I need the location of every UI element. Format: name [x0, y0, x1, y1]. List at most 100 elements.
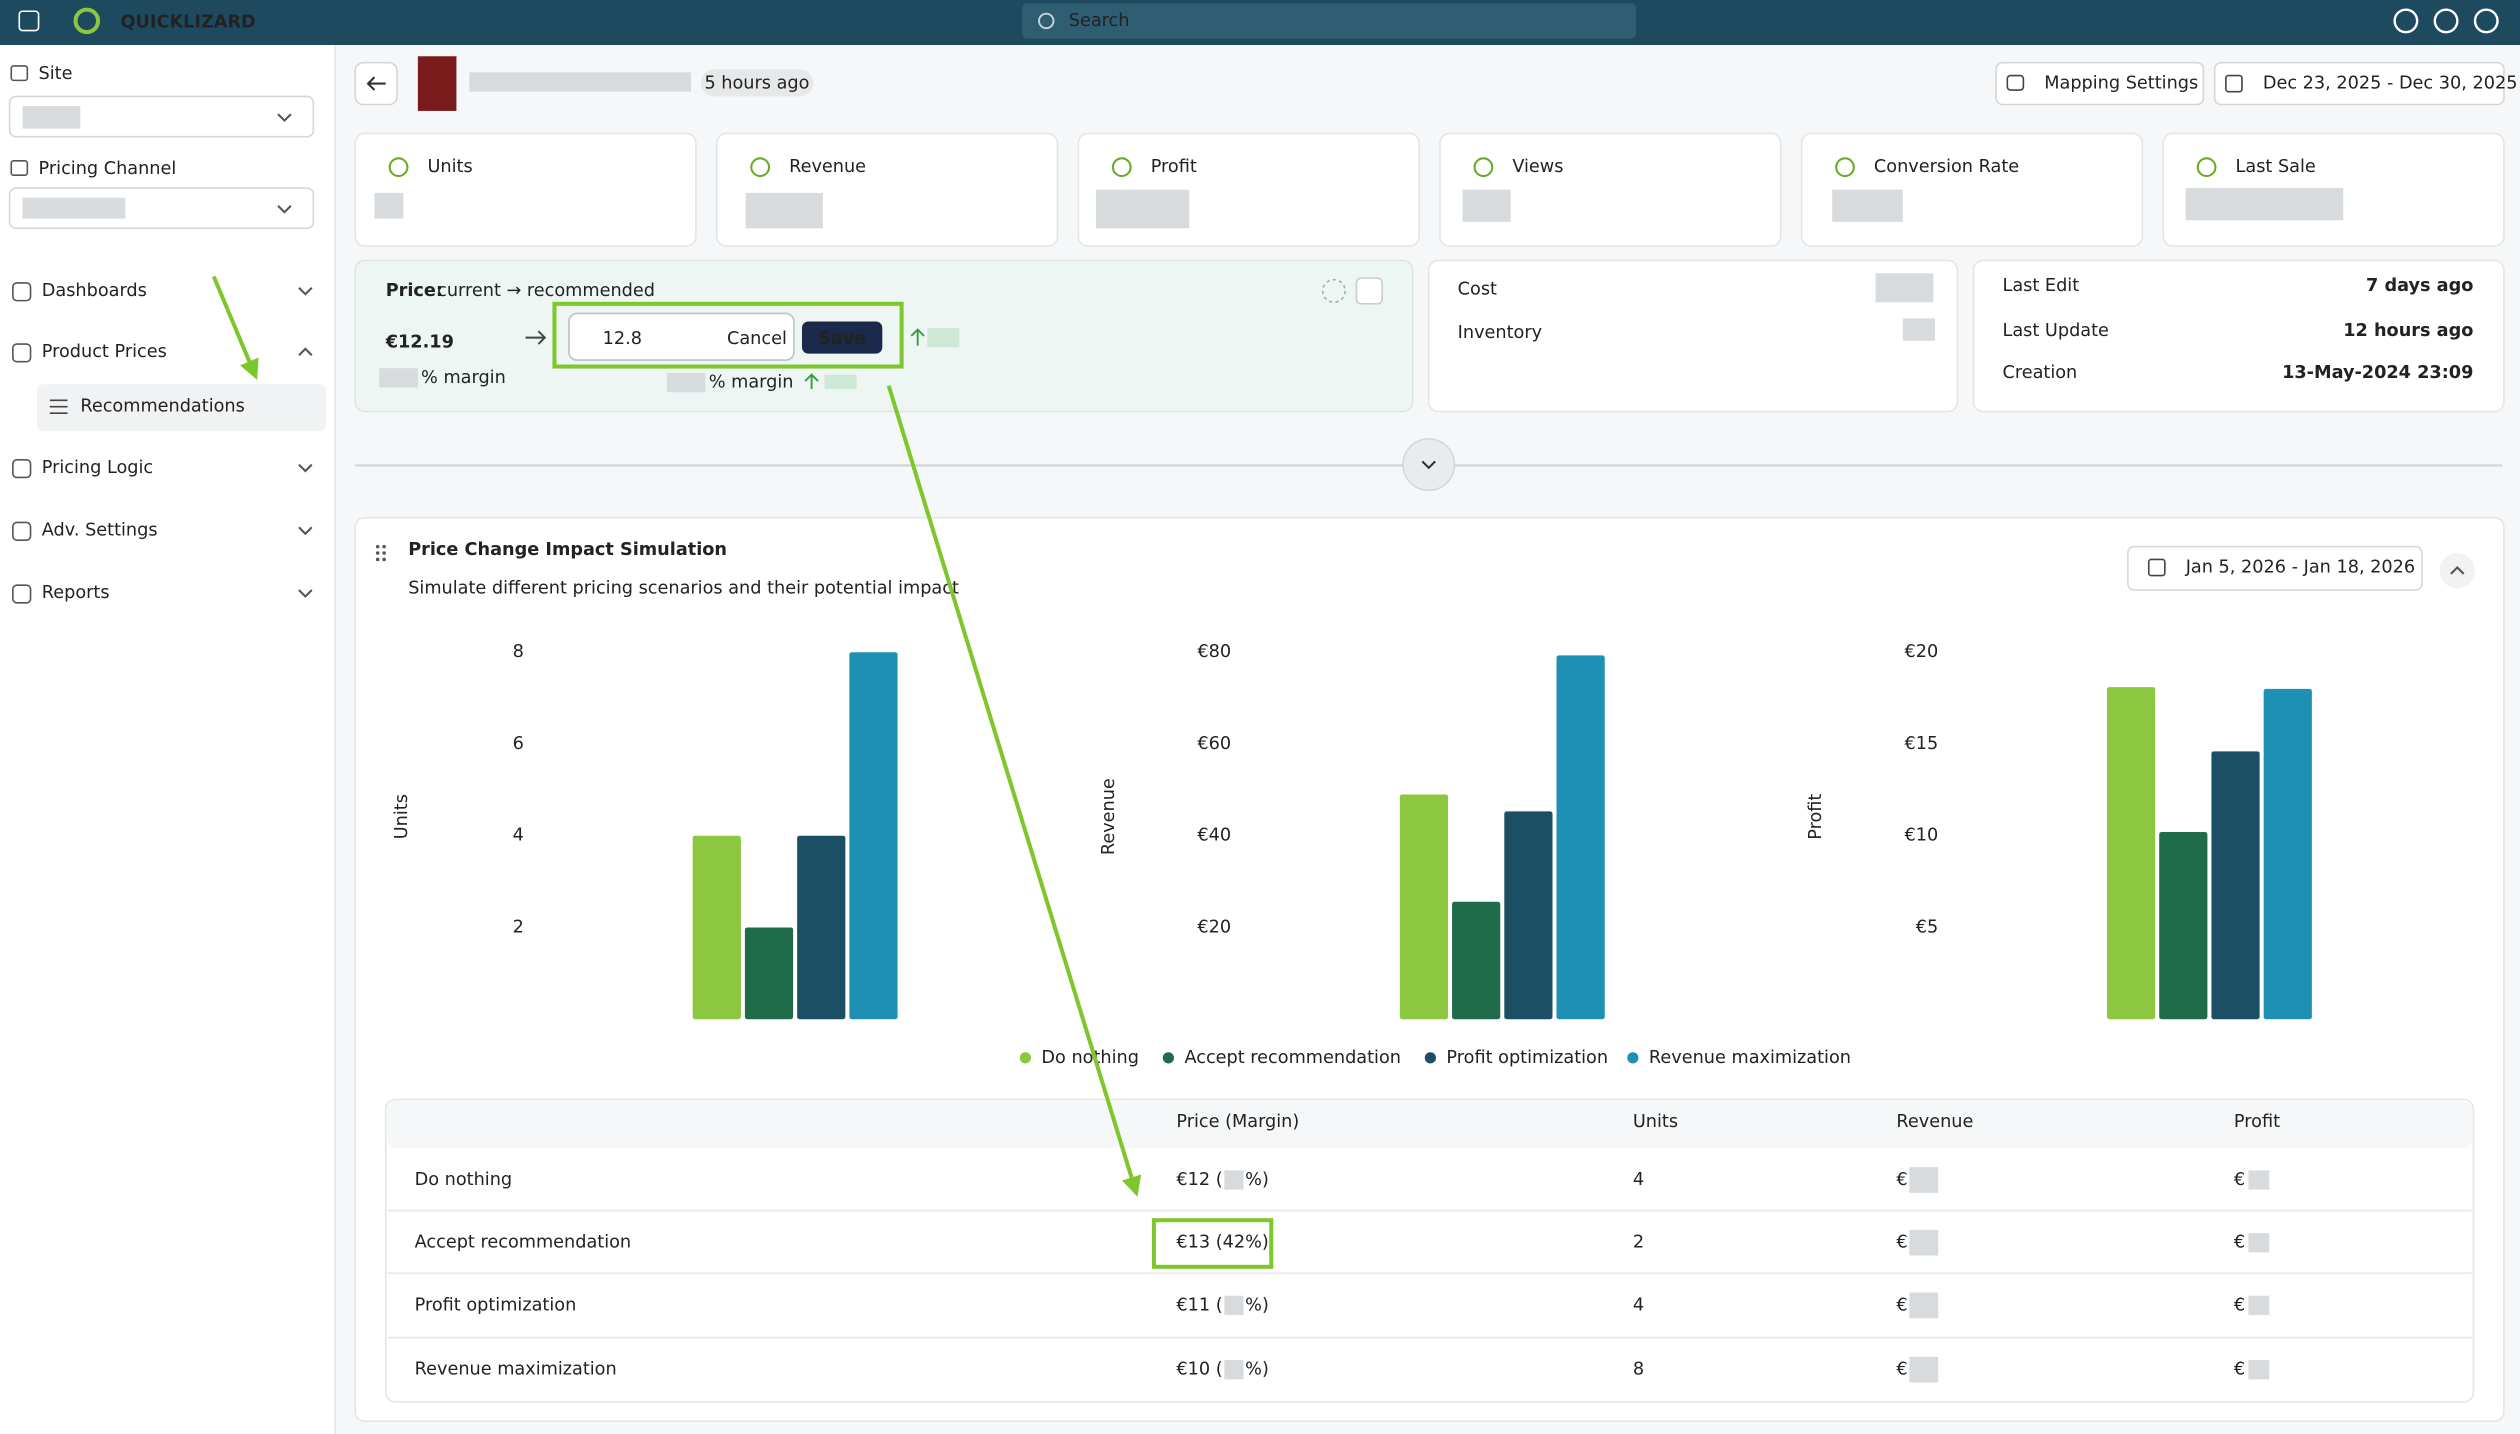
- legend-label[interactable]: Revenue maximization: [1649, 1048, 1851, 1068]
- price-cell: €13 (42%): [1176, 1233, 1268, 1253]
- sidebar-toggle[interactable]: [18, 10, 40, 32]
- cost-row-label: Cost: [1458, 279, 1497, 299]
- save-label[interactable]: Save: [818, 329, 866, 349]
- legend-swatch: [1627, 1052, 1639, 1064]
- date-row-label: Last Update: [2003, 321, 2109, 341]
- kpi-icon: [1835, 157, 1855, 178]
- y-axis-label: Profit: [1806, 794, 1826, 840]
- redacted: [1224, 1295, 1244, 1316]
- nav-icon: [12, 343, 32, 363]
- nav-item[interactable]: Reports: [42, 583, 110, 603]
- updated-badge: [700, 69, 814, 97]
- nav-item[interactable]: Product Prices: [42, 342, 167, 362]
- chevron-down: [277, 113, 292, 123]
- redacted: [1224, 1170, 1244, 1190]
- price-cell: €10 (: [1176, 1360, 1222, 1380]
- redacted: [1909, 1167, 1939, 1193]
- bar: [692, 835, 741, 1020]
- collapse-button[interactable]: [2439, 553, 2475, 589]
- price-input[interactable]: [568, 312, 795, 361]
- date-row-value: 13-May-2024 23:09: [2282, 363, 2473, 383]
- dates-card: [1972, 259, 2505, 413]
- bar: [1556, 655, 1605, 1020]
- cell-highlight: [1151, 1218, 1274, 1269]
- nav-item[interactable]: Pricing Logic: [42, 458, 153, 478]
- redacted: [379, 368, 418, 388]
- redacted: [2248, 1295, 2270, 1316]
- nav-selected[interactable]: [36, 384, 327, 431]
- chevron-down: [277, 205, 292, 214]
- redacted: [1902, 318, 1935, 341]
- nav-icon: [12, 282, 32, 302]
- redacted: [1909, 1292, 1939, 1319]
- kpi-icon: [1111, 157, 1132, 178]
- redacted: [745, 192, 823, 229]
- table-header: [387, 1101, 2472, 1148]
- redacted: [666, 372, 706, 393]
- recommended-input: 12.8: [603, 329, 642, 349]
- site-select[interactable]: [8, 95, 315, 138]
- redacted: [2248, 1360, 2270, 1380]
- redacted: [1909, 1229, 1939, 1256]
- margin-label: % margin: [709, 373, 794, 393]
- top-icon[interactable]: [2473, 8, 2499, 34]
- bar: [849, 652, 898, 1020]
- scenario-name: Profit optimization: [415, 1295, 577, 1315]
- search-box[interactable]: [1022, 3, 1637, 39]
- bar: [1452, 901, 1501, 1020]
- kpi-label: Conversion Rate: [1874, 157, 2019, 177]
- updated-text: 5 hours ago: [704, 74, 809, 94]
- simulation-subtitle: Simulate different pricing scenarios and…: [408, 578, 959, 598]
- price-cell: €11 (: [1176, 1295, 1222, 1315]
- y-tick-label: €15: [1904, 734, 1938, 754]
- date-row-value: 7 days ago: [2366, 276, 2473, 296]
- redacted: [374, 192, 404, 219]
- save-button[interactable]: [801, 321, 883, 354]
- chevron-down: [298, 463, 313, 473]
- expand-button[interactable]: [1402, 438, 1456, 492]
- units-cell: 4: [1633, 1295, 1644, 1315]
- y-tick-label: €20: [1197, 917, 1231, 937]
- nav-item[interactable]: Adv. Settings: [42, 521, 158, 541]
- redacted: [1909, 1356, 1939, 1383]
- nav-icon: [12, 458, 32, 479]
- bar: [2263, 688, 2312, 1020]
- date-row-label: Creation: [2003, 363, 2078, 383]
- up-arrow: [910, 328, 925, 346]
- date-row-label: Last Edit: [2003, 276, 2080, 296]
- annotation-arrow: [886, 385, 1142, 1197]
- y-tick-label: €80: [1197, 642, 1231, 662]
- bar: [2211, 751, 2260, 1020]
- nav-item[interactable]: Dashboards: [42, 281, 147, 301]
- y-tick-label: €60: [1197, 734, 1231, 754]
- y-tick-label: €10: [1904, 826, 1938, 846]
- simulation-date-button[interactable]: [2127, 545, 2423, 591]
- price-margin-suffix: %): [1245, 1360, 1269, 1380]
- bar: [2106, 687, 2156, 1020]
- date-button[interactable]: [2213, 61, 2505, 106]
- cancel-button[interactable]: Cancel: [727, 329, 787, 349]
- drag-handle: [375, 544, 380, 549]
- search-placeholder: Search: [1069, 11, 1130, 31]
- top-icon[interactable]: [2393, 8, 2419, 34]
- mapping-button[interactable]: [1995, 61, 2205, 106]
- revenue-cell: €: [1896, 1360, 1907, 1380]
- kpi-icon: [1473, 157, 1494, 178]
- edit-button[interactable]: [1355, 277, 1383, 305]
- chevron-up: [298, 347, 313, 357]
- legend-label[interactable]: Profit optimization: [1446, 1048, 1608, 1068]
- top-icon[interactable]: [2433, 8, 2459, 34]
- y-tick-label: €20: [1904, 642, 1938, 662]
- site-icon: [10, 65, 29, 82]
- kpi-card: [1439, 132, 1782, 247]
- redacted: [22, 106, 81, 129]
- redacted: [1224, 1360, 1244, 1380]
- units-cell: 2: [1633, 1233, 1644, 1253]
- arrow-right: [525, 330, 547, 345]
- legend-label[interactable]: Accept recommendation: [1184, 1048, 1400, 1068]
- nav-item[interactable]: Recommendations: [80, 397, 244, 417]
- legend-label[interactable]: Do nothing: [1041, 1048, 1139, 1068]
- simulation-title: Price Change Impact Simulation: [408, 540, 727, 560]
- y-tick-label: 6: [513, 734, 524, 754]
